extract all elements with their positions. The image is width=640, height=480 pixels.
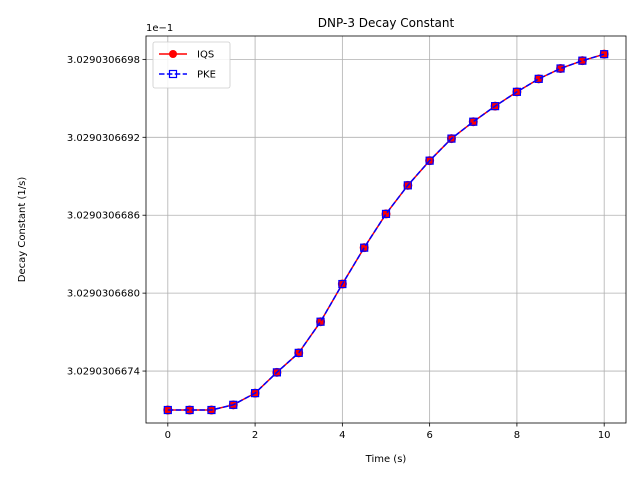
data-point-pke: [229, 400, 238, 409]
data-point-iqs: [534, 74, 544, 84]
y-tick-label: 3.0290306674: [67, 367, 140, 378]
data-point-pke: [163, 405, 172, 415]
data-point-pke: [425, 156, 434, 165]
data-point-pke: [490, 102, 500, 111]
data-point-pke: [316, 317, 325, 326]
data-point-pke: [578, 56, 587, 65]
data-point-iqs: [599, 49, 609, 59]
x-axis-label: Time (s): [365, 454, 407, 465]
data-point-pke: [250, 389, 260, 398]
legend-box: [152, 41, 231, 89]
data-point-pke: [381, 209, 391, 219]
data-point-pke: [360, 243, 369, 252]
data-point-iqs: [359, 243, 369, 253]
data-point-pke: [294, 348, 303, 357]
x-tick-label: 2: [252, 430, 258, 441]
data-point-pke: [447, 134, 456, 143]
legend-marker-iqs: [169, 50, 177, 58]
y-axis-label: Decay Constant (1/s): [17, 177, 28, 283]
data-point-iqs: [577, 56, 587, 66]
y-axis-offset-label: 1e−1: [146, 23, 173, 34]
ticks: 0 2 4 6 8 10 3.0290306674 3.0290306680 3.0290306…: [67, 55, 611, 441]
data-point-pke: [556, 64, 565, 73]
y-tick-label: 3.0290306698: [67, 55, 140, 66]
series-layer: [163, 49, 609, 415]
data-point-pke: [403, 181, 412, 190]
legend-label-iqs: IQS: [197, 50, 214, 61]
x-tick-label: 10: [598, 430, 611, 441]
chart-title: DNP-3 Decay Constant: [318, 16, 455, 30]
data-point-pke: [338, 279, 347, 289]
y-tick-label: 3.0290306686: [67, 211, 140, 222]
data-point-pke: [185, 405, 194, 415]
plot-frame: [145, 35, 627, 424]
y-tick-label: 3.0290306692: [67, 133, 140, 144]
x-tick-label: 8: [514, 430, 520, 441]
x-tick-label: 0: [165, 430, 171, 441]
series-line-pke: [167, 53, 605, 411]
x-tick-label: 4: [339, 430, 345, 441]
data-point-pke: [600, 50, 609, 59]
legend-marker-pke: [168, 69, 178, 79]
legend: IQS PKE: [152, 41, 231, 89]
data-point-pke: [534, 74, 543, 83]
y-tick-label: 3.0290306680: [67, 289, 140, 300]
data-point-pke: [469, 117, 478, 126]
x-tick-label: 6: [426, 430, 432, 441]
data-point-pke: [207, 405, 216, 415]
data-point-pke: [272, 368, 282, 377]
data-point-iqs: [556, 63, 566, 73]
data-point-pke: [512, 87, 522, 96]
legend-label-pke: PKE: [197, 70, 216, 81]
